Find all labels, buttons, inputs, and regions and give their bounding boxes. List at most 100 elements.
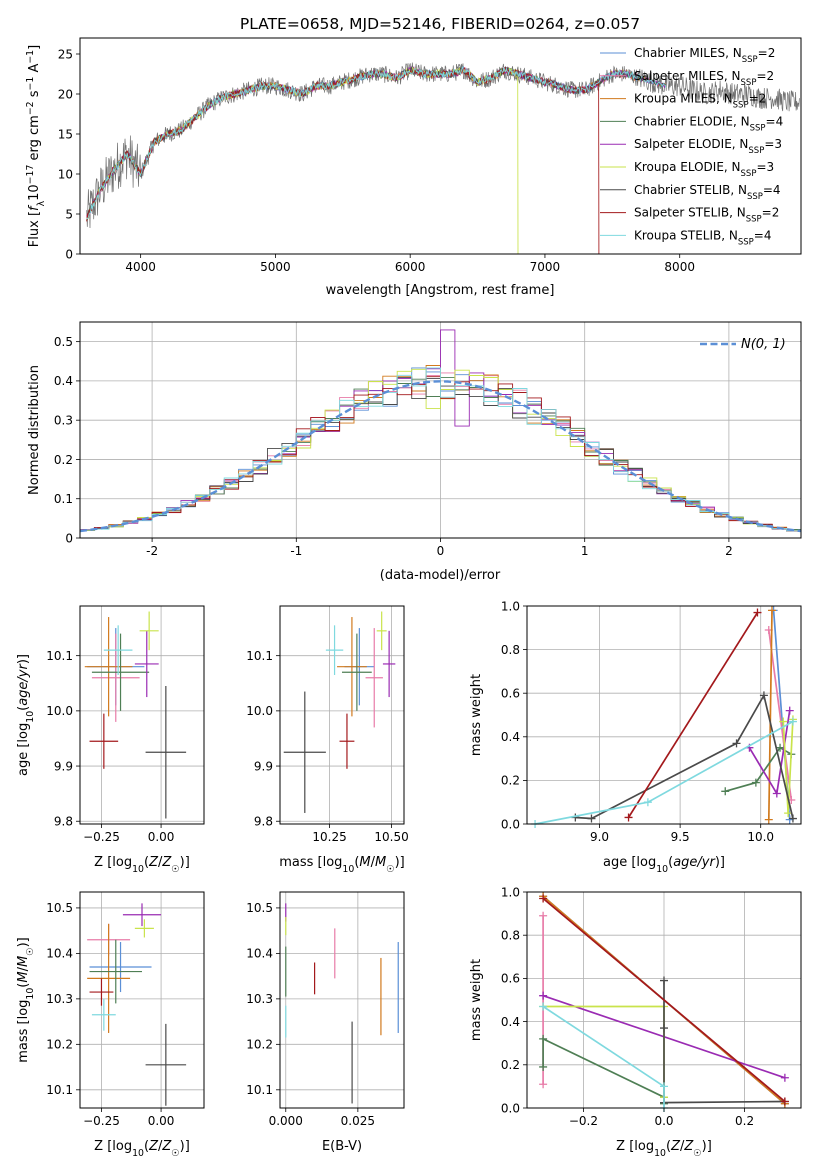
x-tick-label: 6000 [395, 260, 426, 274]
x-tick-label: 1 [581, 544, 589, 558]
y-tick-label: 0.6 [501, 687, 520, 701]
y-tick-label: 9.8 [254, 815, 273, 829]
y-tick-label: 10.0 [46, 704, 73, 718]
x-axis-label: (data-model)/error [380, 568, 501, 583]
y-axis-label: Flux [fλ10−17 erg cm−2 s−1 A−1] [25, 45, 47, 247]
x-tick-label: 10.25 [312, 830, 346, 844]
legend: Chabrier MILES, NSSP=2 Salpeter MILES, NS… [600, 46, 783, 247]
weight-marker [732, 739, 741, 748]
weight-marker [643, 798, 652, 807]
weight-vs-age-panel: 9.0 9.5 10.0 0.0 0.2 0.4 0.6 0.8 1.0 age [log10(a… [469, 599, 802, 875]
axes-frame [79, 37, 802, 255]
y-tick-label: 10.0 [246, 704, 273, 718]
y-axis-label: age [log10(age/yr)] [16, 654, 36, 776]
errorbar-salpeter-stelib [339, 713, 355, 769]
x-tick-label: 0.025 [341, 1114, 375, 1128]
weight-marker [751, 778, 760, 787]
y-tick-label: 9.8 [54, 815, 73, 829]
y-axis-label: mass weight [469, 959, 484, 1041]
x-tick-label: 9.0 [590, 830, 609, 844]
errorbar-kroupa-miles [84, 617, 133, 717]
x-tick-label: 0.000 [269, 1114, 303, 1128]
y-tick-label: 10.5 [46, 901, 73, 915]
y-tick-label: 10.1 [246, 1083, 273, 1097]
legend-label-chabrier-miles: Chabrier MILES, NSSP=2 [634, 46, 775, 65]
y-tick-label: 15 [58, 127, 73, 141]
x-tick-label: 4000 [125, 260, 156, 274]
weight-line-kroupa-stelib [531, 717, 797, 828]
y-tick-label: 5 [65, 207, 73, 221]
y-tick-label: 9.9 [54, 759, 73, 773]
ticks: 10.25 10.50 9.8 9.9 10.0 10.1 [246, 649, 408, 844]
x-axis-label: Z [log10(Z/Z☉)] [616, 1139, 712, 1159]
ticks: 9.0 9.5 10.0 0.0 0.2 0.4 0.6 0.8 1.0 [501, 599, 774, 844]
plot-area [84, 611, 187, 819]
weight-marker [539, 894, 548, 903]
y-tick-label: 0.2 [54, 453, 73, 467]
model-line-salpeter-stelib [86, 66, 600, 254]
errorbar-chabrier-stelib [145, 686, 187, 819]
axes-frame [79, 891, 205, 1109]
errorbar-salpeter-miles [91, 633, 140, 722]
weight-marker [788, 814, 797, 823]
weight-line-chabrier-stelib [571, 691, 797, 823]
weight-marker [785, 706, 794, 715]
x-tick-label: −0.2 [569, 1114, 598, 1128]
x-tick-label: 10.50 [374, 830, 408, 844]
weight-line [663, 980, 785, 1104]
grid-lines [280, 606, 404, 824]
y-tick-label: 10 [58, 167, 73, 181]
y-tick-label: 20 [58, 87, 73, 101]
weight-marker [660, 1024, 668, 1033]
weight-line [542, 897, 786, 1103]
axes-frame [279, 891, 405, 1109]
x-tick-label: −0.25 [83, 830, 120, 844]
legend: N(0, 1) [700, 337, 786, 352]
y-tick-label: 10.1 [46, 1083, 73, 1097]
legend-label-chabrier-stelib: Chabrier STELIB, NSSP=4 [634, 183, 781, 202]
weight-marker [539, 1034, 548, 1043]
model-line-kroupa-stelib [86, 65, 667, 220]
y-tick-label: 10.1 [46, 649, 73, 663]
ticks: −0.25 0.00 9.8 9.9 10.0 10.1 [46, 649, 174, 844]
legend-label-chabrier-elodie: Chabrier ELODIE, NSSP=4 [634, 114, 783, 133]
errorbar-salpeter-miles [365, 628, 383, 728]
legend-label-salpeter-elodie: Salpeter ELODIE, NSSP=3 [634, 137, 782, 156]
y-tick-label: 0.2 [501, 1058, 520, 1072]
errorbar-salpeter-elodie [134, 630, 159, 698]
y-tick-label: 10.4 [246, 947, 273, 961]
plot-area [87, 903, 187, 1106]
y-tick-label: 1.0 [501, 599, 520, 613]
legend-label-salpeter-miles: Salpeter MILES, NSSP=2 [634, 69, 774, 88]
errorbar-kroupa-stelib [91, 998, 116, 1031]
errorbar-kroupa-stelib [325, 625, 344, 675]
y-tick-label: 0 [65, 531, 73, 545]
ticks: −0.25 0.00 10.1 10.2 10.3 10.4 10.5 [46, 901, 174, 1128]
y-tick-label: 0.4 [54, 374, 73, 388]
x-tick-label: 8000 [664, 260, 695, 274]
axes-frame [79, 321, 802, 539]
x-axis-label: wavelength [Angstrom, rest frame] [326, 283, 555, 298]
legend-label-salpeter-stelib: Salpeter STELIB, NSSP=2 [634, 206, 779, 225]
y-axis-label: mass [log10(M/M☉)] [16, 937, 36, 1063]
weight-marker [779, 717, 788, 726]
histogram-kroupa-stelib [80, 367, 801, 538]
weight-marker [721, 787, 730, 796]
residual-histogram-panel: -2 -1 0 1 2 0 0.1 0.2 0.3 0.4 0.5 N(0, 1) (data-mode… [27, 321, 802, 583]
weight-marker [764, 815, 773, 824]
plot-area [285, 903, 399, 1104]
plot-area [283, 611, 396, 813]
weight-marker [539, 911, 548, 920]
errorbar-kroupa-elodie [134, 919, 154, 938]
errorbar-salpeter-elodie [382, 630, 396, 698]
x-tick-label: -2 [146, 544, 158, 558]
x-tick-label: −0.25 [83, 1114, 120, 1128]
axes-frame [79, 605, 205, 825]
weight-marker [660, 1082, 668, 1091]
weight-line [767, 629, 793, 801]
errorbar-chabrier-miles [89, 942, 152, 993]
grid-lines [280, 892, 404, 1108]
plot-area [80, 329, 801, 538]
ticks: 4000 5000 6000 7000 8000 0 5 10 15 20 25 [58, 47, 695, 274]
